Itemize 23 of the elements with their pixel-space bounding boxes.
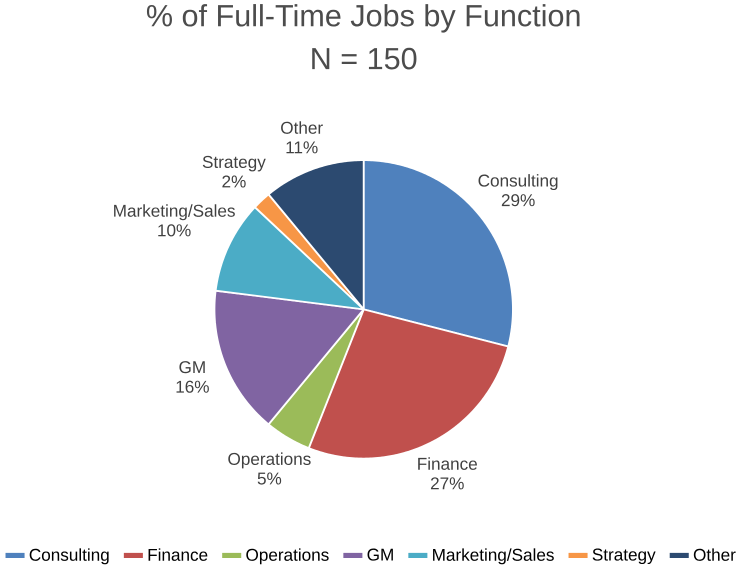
data-label: 5% — [258, 472, 282, 484]
slice-label: Strategy — [202, 156, 266, 172]
legend-label: Strategy — [592, 548, 656, 564]
slice-label: Consulting — [478, 174, 558, 190]
data-label: 2% — [222, 175, 246, 188]
legend-label: Other — [694, 548, 736, 561]
data-label: 27% — [430, 477, 464, 490]
data-label: 10% — [158, 224, 191, 236]
legend-label: Finance — [148, 548, 208, 561]
slice-label: Other — [281, 121, 323, 134]
slice-label: Operations — [228, 452, 311, 468]
legend-label: Operations — [246, 548, 329, 564]
slice-label: Marketing/Sales — [114, 204, 235, 220]
chart-subtitle: N = 150 — [312, 48, 416, 70]
data-label: 11% — [286, 141, 318, 154]
legend-label: GM — [368, 548, 393, 560]
legend-label: Consulting — [30, 548, 109, 564]
slice-label: GM — [179, 360, 205, 373]
data-label: 29% — [502, 194, 535, 206]
slice-label: Finance — [418, 457, 477, 470]
chart-title: % of Full-Time Jobs by Function — [146, 4, 580, 32]
data-label: 16% — [176, 380, 209, 393]
legend-label: Marketing/Sales — [433, 548, 554, 564]
